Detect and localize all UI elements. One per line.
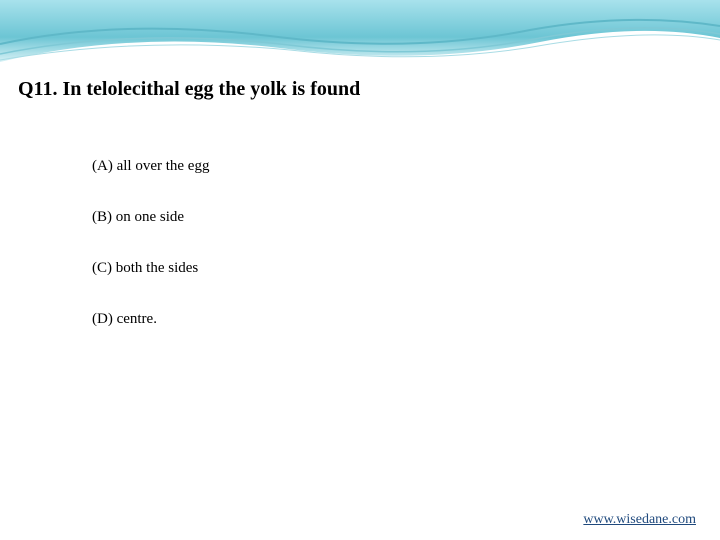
options-list: (A) all over the egg (B) on one side (C)… — [92, 158, 209, 362]
option-a: (A) all over the egg — [92, 158, 209, 175]
question-text: Q11. In telolecithal egg the yolk is fou… — [18, 78, 360, 101]
option-d: (D) centre. — [92, 311, 209, 328]
footer-link[interactable]: www.wisedane.com — [583, 512, 696, 528]
header-banner — [0, 0, 720, 72]
option-c: (C) both the sides — [92, 260, 209, 277]
option-b: (B) on one side — [92, 209, 209, 226]
